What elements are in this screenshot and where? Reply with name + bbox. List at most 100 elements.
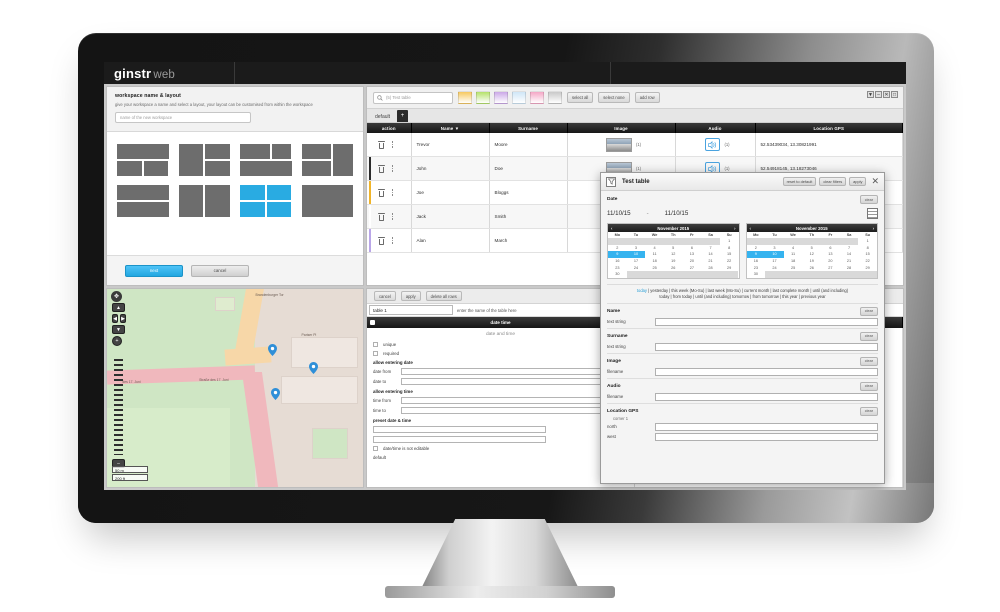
quick-filter-today[interactable]: today [636, 287, 647, 293]
calendar-day-7[interactable]: 7 [709, 245, 712, 250]
map-marker-2[interactable] [309, 362, 319, 375]
calendar-day-11[interactable]: 11 [791, 252, 796, 257]
layout-option-5[interactable] [117, 185, 169, 217]
calendar-day-7[interactable]: 7 [847, 245, 851, 250]
color-swatch-2[interactable] [476, 91, 490, 104]
calendar-days[interactable]: 1 2 3 4 5 6 7 8 9 10 11 12 13 14 15 16 17 18 19 20 21 22 23 24 2… [608, 238, 739, 278]
calendar-day-13[interactable]: 13 [828, 252, 833, 257]
date-from-input[interactable] [401, 368, 628, 375]
cell-surname[interactable]: Bloggs [489, 180, 568, 205]
calendar-day-17[interactable]: 17 [772, 259, 777, 264]
calendar-day-5[interactable]: 5 [672, 245, 675, 250]
calendar-days[interactable]: 1 2 3 4 5 6 7 8 9 10 11 12 13 14 15 16 17 18 19 20 21 22 23 24 2… [746, 238, 878, 278]
layout-option-6[interactable] [178, 185, 231, 217]
delete-row-icon[interactable] [378, 212, 385, 221]
calendar-day-26[interactable]: 26 [671, 265, 676, 270]
calendar-day-19[interactable]: 19 [809, 259, 814, 264]
calendar-day-6[interactable]: 6 [829, 245, 832, 250]
calendar-day-24[interactable]: 24 [633, 265, 639, 270]
checkbox-icon[interactable] [373, 351, 378, 356]
column-header-name[interactable]: Name ▼ [411, 123, 490, 133]
pan-down-button[interactable]: ▼ [112, 325, 125, 334]
calendar-1[interactable]: ‹ November 2015 › Mo Tu We Th Fr Sa Su 1 2 3 4 5 6 7 8 9 10… [607, 223, 740, 279]
map-marker-1[interactable] [268, 344, 278, 357]
calendar-next-button[interactable]: › [734, 225, 736, 231]
layout-option-2[interactable] [178, 144, 231, 176]
cell-surname[interactable]: Smith [489, 204, 568, 229]
filter-text-input[interactable] [655, 392, 878, 401]
field-date-to[interactable]: date to [373, 378, 628, 385]
calendar-day-14[interactable]: 14 [708, 252, 713, 257]
brand-logo[interactable]: ginstr web [104, 66, 175, 81]
field-date-from[interactable]: date from [373, 368, 628, 375]
calendar-day-3[interactable]: 3 [634, 245, 638, 250]
calendar-day-22[interactable]: 22 [727, 259, 732, 264]
column-header-action[interactable]: action [367, 123, 412, 133]
layout-picker[interactable] [107, 132, 363, 223]
calendar-day-28[interactable]: 28 [708, 265, 713, 270]
minimize-icon[interactable]: – [875, 91, 882, 98]
quick-filter-line-2[interactable]: today | from today | until (and includin… [659, 293, 826, 299]
checkbox-required-dt[interactable]: required [373, 351, 628, 356]
calendar-day-23[interactable]: 23 [753, 265, 758, 270]
layout-option-8[interactable] [301, 185, 353, 217]
checkbox-not-editable[interactable]: date/time is not editable [373, 446, 628, 451]
calendar-day-3[interactable]: 3 [773, 245, 776, 250]
layout-option-7[interactable] [240, 185, 292, 217]
workspace-name-input[interactable]: name of the new workspace [115, 112, 251, 123]
pane-map[interactable]: des 17. Juni Straße des 17. Juni Pariser… [106, 288, 364, 488]
filter-text-input[interactable] [655, 317, 878, 326]
calendar-day-5[interactable]: 5 [810, 245, 813, 250]
field-time-from[interactable]: time from [373, 397, 628, 404]
cell-name[interactable]: Joe [411, 180, 490, 205]
date-to-value[interactable]: 11/10/15 [664, 210, 689, 217]
pan-right-button[interactable]: ▶ [120, 314, 126, 323]
calendar-2[interactable]: ‹ November 2015 › Mo Tu We Th Fr Sa Su 1 2 3 4 5 6 7 8 9 10… [745, 223, 878, 279]
next-button[interactable]: next [125, 264, 183, 277]
preset-date-input[interactable] [373, 426, 547, 433]
calendar-day-10[interactable]: 10 [765, 251, 784, 258]
filter-dialog[interactable]: Test table reset to default clear filter… [600, 172, 885, 484]
calendar-day-14[interactable]: 14 [846, 252, 852, 257]
calendar-day-23[interactable]: 23 [615, 265, 620, 270]
calendar-day-15[interactable]: 15 [865, 252, 870, 257]
preset-time-input[interactable] [373, 436, 547, 443]
select-all-button[interactable]: select all [567, 92, 594, 103]
quick-filter-links[interactable]: today | yesterday | this week (Mo-Su) | … [607, 283, 878, 300]
cell-name[interactable]: Jack [411, 204, 490, 229]
calendar-day-16[interactable]: 16 [615, 259, 620, 264]
calendar-day-17[interactable]: 17 [633, 259, 639, 264]
row-menu-icon[interactable] [392, 213, 394, 220]
map-pan-controls[interactable]: ▲ ◀ ▶ ▼ + [112, 303, 126, 348]
calendar-day-13[interactable]: 13 [689, 252, 694, 257]
delete-row-icon[interactable] [378, 140, 385, 149]
calendar-day-21[interactable]: 21 [708, 259, 713, 264]
calendar-day-1[interactable]: 1 [866, 239, 869, 244]
calendar-day-28[interactable]: 28 [846, 265, 852, 270]
apply-filters-button[interactable]: apply [849, 177, 867, 186]
row-menu-icon[interactable] [392, 141, 394, 148]
calendar-day-20[interactable]: 20 [828, 259, 833, 264]
calendar-day-30[interactable]: 30 [753, 272, 758, 277]
pan-up-button[interactable]: ▲ [112, 303, 125, 312]
calendar-day-22[interactable]: 22 [865, 259, 870, 264]
color-swatch-5[interactable] [530, 91, 544, 104]
date-from-value[interactable]: 11/10/15 [607, 210, 631, 217]
column-header-location-gps[interactable]: Location GPS [755, 123, 903, 133]
date-clear-button[interactable]: clear [859, 195, 878, 204]
calendar-day-12[interactable]: 12 [671, 252, 676, 257]
calendar-day-8[interactable]: 8 [728, 245, 731, 250]
cell-surname[interactable]: Moore [489, 133, 568, 157]
filter-dialog-header[interactable]: Test table reset to default clear filter… [601, 173, 884, 191]
column-header-audio[interactable]: Audio [675, 123, 756, 133]
checkbox-icon[interactable] [373, 446, 378, 451]
select-none-button[interactable]: select none [598, 92, 630, 103]
layout-option-1[interactable] [117, 144, 169, 176]
field-time-to[interactable]: time to [373, 407, 628, 414]
time-from-input[interactable] [401, 397, 628, 404]
calendar-day-12[interactable]: 12 [809, 252, 814, 257]
calendar-day-4[interactable]: 4 [653, 245, 656, 250]
table-row[interactable]: Trevor Moore (1) (1) 52.53439034, 13.3082199… [367, 133, 903, 157]
designer-cancel-button[interactable]: cancel [374, 291, 396, 301]
date-to-input[interactable] [401, 378, 628, 385]
